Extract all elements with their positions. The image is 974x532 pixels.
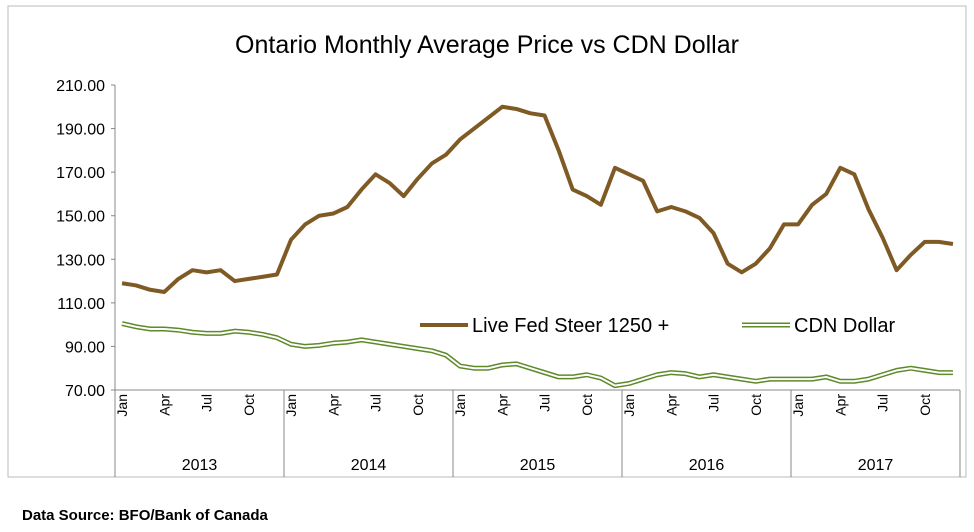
year-label: 2015: [520, 457, 556, 474]
series-line-inner: [121, 322, 953, 387]
x-tick-label: Apr: [156, 394, 172, 416]
x-tick-label: Jan: [621, 394, 637, 417]
year-label: 2017: [858, 457, 894, 474]
chart-border: [7, 5, 967, 478]
x-tick-label: Apr: [494, 394, 510, 416]
year-label: 2013: [182, 457, 218, 474]
y-tick-label: 150.00: [56, 209, 105, 226]
x-tick-label: Apr: [663, 394, 679, 416]
x-tick-label: Jul: [875, 394, 891, 412]
y-tick-label: 210.00: [56, 78, 105, 95]
source-note: Data Source: BFO/Bank of Canada: [22, 507, 269, 524]
y-tick-label: 70.00: [65, 383, 105, 400]
x-tick-label: Oct: [241, 394, 257, 416]
y-tick-label: 90.00: [65, 339, 105, 356]
x-tick-label: Oct: [917, 394, 933, 416]
x-tick-label: Jan: [283, 394, 299, 417]
x-tick-label: Apr: [832, 394, 848, 416]
x-tick-label: Oct: [410, 394, 426, 416]
y-tick-label: 170.00: [56, 165, 105, 182]
x-tick-label: Jul: [199, 394, 215, 412]
series-line: [121, 104, 954, 294]
legend-label: CDN Dollar: [794, 315, 895, 337]
year-label: 2014: [351, 457, 387, 474]
x-tick-label: Jul: [706, 394, 722, 412]
x-tick-label: Oct: [579, 394, 595, 416]
x-tick-label: Oct: [748, 394, 764, 416]
y-tick-label: 110.00: [57, 296, 105, 313]
y-tick-label: 130.00: [56, 252, 105, 269]
chart-title: Ontario Monthly Average Price vs CDN Dol…: [235, 31, 739, 59]
x-tick-label: Jul: [537, 394, 553, 412]
x-tick-label: Jul: [368, 394, 384, 412]
y-tick-label: 190.00: [56, 122, 105, 139]
year-label: 2016: [689, 457, 725, 474]
legend-label: Live Fed Steer 1250 +: [472, 315, 669, 337]
x-tick-label: Apr: [325, 394, 341, 416]
x-tick-label: Jan: [452, 394, 468, 417]
x-tick-label: Jan: [790, 394, 806, 417]
x-tick-label: Jan: [114, 394, 130, 417]
